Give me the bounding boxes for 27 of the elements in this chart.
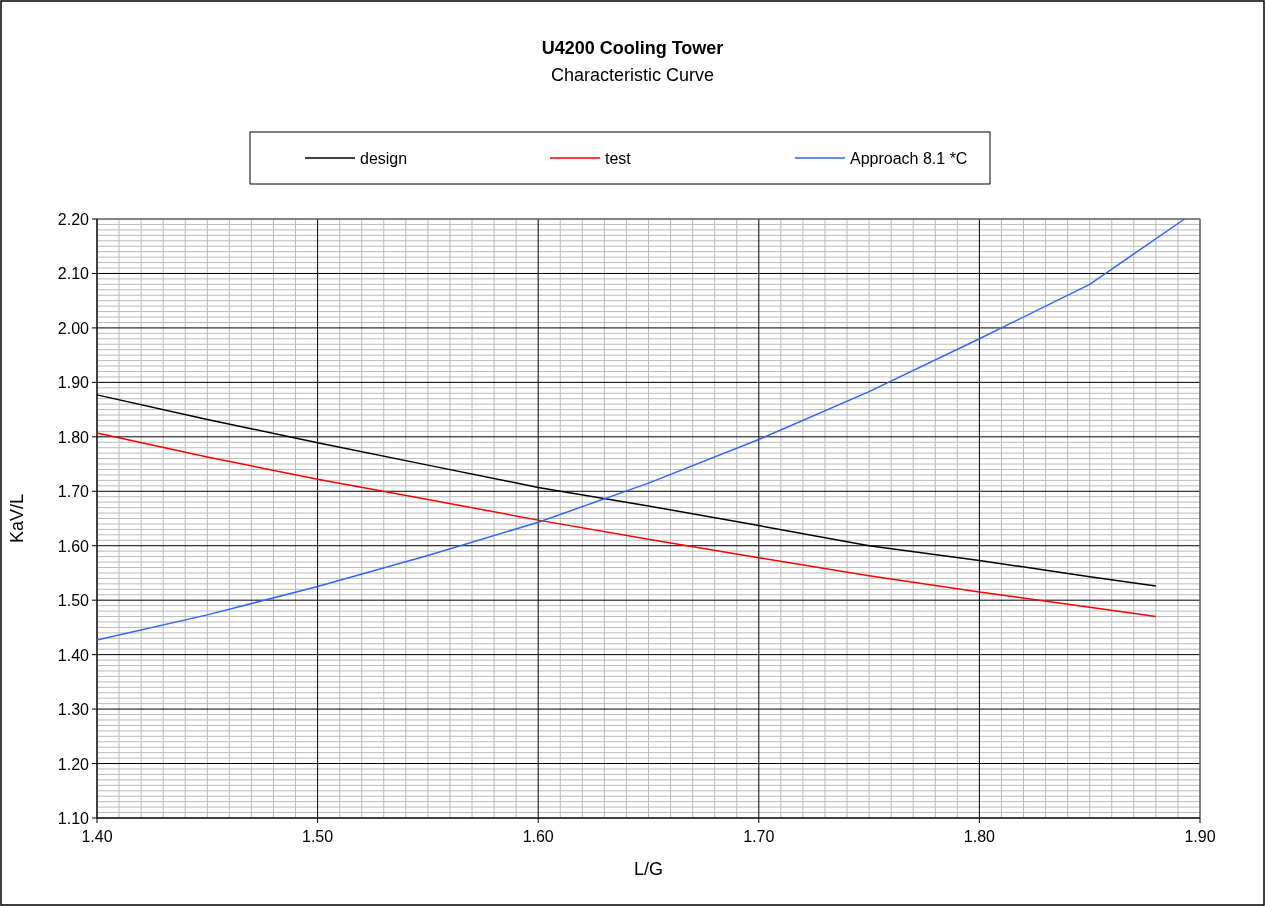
chart-subtitle: Characteristic Curve <box>550 65 715 85</box>
y-tick-label: 2.20 <box>57 211 90 228</box>
y-tick-label: 1.20 <box>57 755 90 773</box>
y-tick-label: 1.40 <box>57 646 90 664</box>
x-tick-label: 1.60 <box>522 828 554 845</box>
legend-label: test <box>605 150 632 167</box>
x-tick-label: 1.90 <box>1184 828 1216 845</box>
y-axis-title: KaV/L <box>7 493 27 544</box>
x-tick-label: 1.70 <box>743 828 775 845</box>
y-tick-label: 2.10 <box>57 265 90 283</box>
line-series <box>96 218 1186 641</box>
y-tick-label: 1.90 <box>57 374 90 392</box>
y-tick-label: 1.10 <box>57 810 90 827</box>
x-tick-label: 1.40 <box>81 828 113 845</box>
x-axis-title: L/G <box>633 859 664 879</box>
x-tick-label: 1.80 <box>963 828 996 845</box>
line-series <box>96 432 1157 618</box>
y-tick-label: 1.50 <box>57 592 90 610</box>
y-tick-label: 2.00 <box>57 319 90 337</box>
y-tick-label: 1.30 <box>57 701 90 719</box>
chart-title: U4200 Cooling Tower <box>541 38 724 58</box>
legend-label: Approach 8.1 *C <box>850 150 968 167</box>
legend-label: design <box>360 150 408 167</box>
y-tick-label: 1.80 <box>57 428 90 446</box>
x-tick-label: 1.50 <box>302 828 334 845</box>
y-tick-label: 1.60 <box>57 537 90 555</box>
y-tick-label: 1.70 <box>57 483 90 501</box>
